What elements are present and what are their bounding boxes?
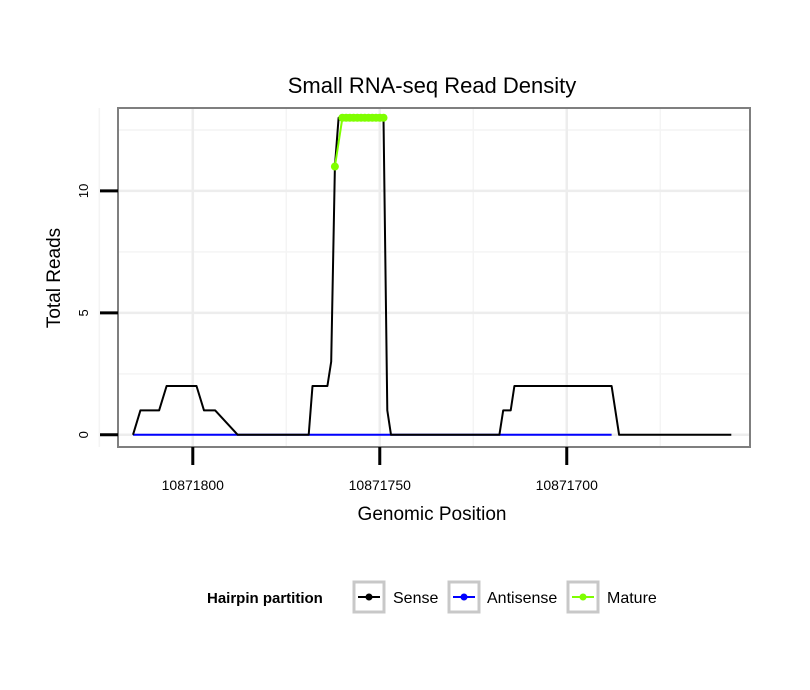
data-point-mature (330, 162, 339, 171)
legend-point-antisense (460, 593, 468, 601)
legend-point-sense (365, 593, 373, 601)
y-tick-label: 10 (76, 184, 91, 198)
plot-panel-background (118, 108, 750, 447)
axes: 0 5 10 10871800 10871750 10871700 (76, 184, 598, 493)
chart-title: Small RNA-seq Read Density (288, 73, 577, 98)
legend-label-antisense: Antisense (487, 590, 557, 607)
y-axis-label: Total Reads (44, 228, 65, 328)
plot-panel-border (117, 107, 751, 448)
data-point-mature (379, 113, 388, 122)
x-tick-label: 10871750 (349, 477, 412, 493)
series-layer (132, 113, 732, 436)
legend-entry-sense: Sense (352, 580, 438, 614)
legend-entry-antisense: Antisense (447, 580, 557, 614)
x-tick-label: 10871700 (536, 477, 599, 493)
x-tick-label: 10871800 (162, 477, 225, 493)
legend-point-mature (579, 593, 587, 601)
legend-label-sense: Sense (393, 590, 438, 607)
y-tick-label: 5 (76, 309, 91, 316)
legend: Hairpin partition Sense Antisense Mature (207, 580, 657, 614)
series-mature (330, 113, 388, 171)
legend-title: Hairpin partition (207, 590, 323, 607)
legend-label-mature: Mature (607, 590, 657, 607)
grid-lines (98, 108, 750, 447)
y-tick-label: 0 (76, 431, 91, 438)
x-axis-label: Genomic Position (358, 504, 507, 525)
legend-entry-mature: Mature (566, 580, 657, 614)
